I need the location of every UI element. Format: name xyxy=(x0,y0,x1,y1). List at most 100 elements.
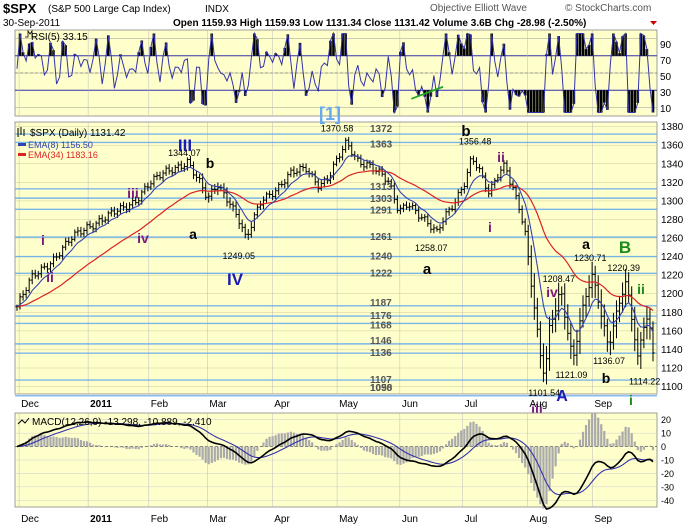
macd-histogram-bar xyxy=(88,442,92,447)
macd-histogram-bar xyxy=(95,445,98,447)
macd-histogram-bar xyxy=(481,430,484,447)
macd-histogram-bar xyxy=(213,446,216,462)
wave-label-a: a xyxy=(189,226,197,242)
macd-histogram-bar xyxy=(320,446,323,451)
macd-histogram-bar xyxy=(283,433,286,447)
macd-histogram-bar xyxy=(521,446,524,464)
quote-line: Open 1159.93 High 1159.93 Low 1131.34 Cl… xyxy=(173,18,586,29)
pivot-label-1187: 1187 xyxy=(370,298,392,309)
macd-histogram-bar xyxy=(384,446,387,458)
macd-histogram-bar xyxy=(408,446,411,461)
price-tick-1280: 1280 xyxy=(661,215,684,226)
wave-label-iii: iii xyxy=(127,185,139,201)
macd-histogram-bar xyxy=(496,445,499,447)
price-label-1136.07: 1136.07 xyxy=(593,356,625,366)
macd-histogram-bar xyxy=(444,444,448,447)
macd-histogram-bar xyxy=(524,446,527,468)
price-tick-1380: 1380 xyxy=(661,122,684,133)
down-arrow-icon xyxy=(650,21,657,25)
x-tick-bottom-Jul: Jul xyxy=(465,514,478,525)
macd-histogram-bar xyxy=(222,446,226,458)
macd-histogram-bar xyxy=(536,446,539,498)
rsi-divergence-line xyxy=(411,85,444,100)
macd-histogram-bar xyxy=(228,446,232,460)
pivot-label-1363: 1363 xyxy=(370,139,393,150)
macd-histogram-bar xyxy=(563,441,566,447)
exchange-label: INDX xyxy=(205,4,229,15)
macd-histogram-bar xyxy=(140,446,143,448)
macd-histogram-bar xyxy=(457,432,460,447)
macd-histogram-bar xyxy=(43,434,46,447)
macd-histogram-bar xyxy=(58,437,61,447)
price-annotations: 1344.07 1249.05 1370.58 1258.07 1356.48 1101.… xyxy=(168,123,660,398)
wave-label-ii: ii xyxy=(46,269,54,285)
macd-histogram-bar xyxy=(91,444,95,447)
macd-histogram-bar xyxy=(119,446,122,448)
macd-histogram-bar xyxy=(557,446,560,454)
macd-histogram-bar xyxy=(478,426,481,447)
macd-histogram-bar xyxy=(34,435,37,447)
macd-histogram-bar xyxy=(603,430,606,447)
macd-histogram-bar xyxy=(210,446,213,464)
x-tick-top-May: May xyxy=(339,399,358,410)
macd-histogram-bar xyxy=(554,446,557,467)
rsi-axis: 90 70 50 30 10 xyxy=(660,40,672,115)
x-tick-bottom-May: May xyxy=(339,514,358,525)
macd-histogram-bar xyxy=(448,440,451,447)
x-tick-top-Jul: Jul xyxy=(465,399,478,410)
macd-histogram-bar xyxy=(432,446,435,454)
macd-histogram-bar xyxy=(76,438,79,447)
rsi-tick-10: 10 xyxy=(660,104,672,115)
macd-histogram-bar xyxy=(371,446,375,455)
macd-histogram-bar xyxy=(134,446,137,450)
macd-histogram-bar xyxy=(289,431,292,447)
wave-label-i: i xyxy=(629,392,633,408)
macd-histogram-bar xyxy=(335,444,338,447)
macd-histogram-bar xyxy=(612,443,615,447)
macd-histogram-bar xyxy=(587,419,591,447)
macd-histogram-bar xyxy=(466,425,469,447)
macd-label: MACD(12,26,9) -13.298, -10.889, -2.410 xyxy=(32,417,212,428)
macd-histogram-bar xyxy=(435,446,439,453)
macd-histogram-bar xyxy=(28,438,31,447)
price-tick-1180: 1180 xyxy=(661,308,683,319)
macd-histogram-bar xyxy=(308,440,311,447)
macd-histogram-bar xyxy=(390,446,393,459)
rsi-tick-70: 70 xyxy=(660,56,672,67)
macd-histogram-bar xyxy=(533,446,536,491)
macd-histogram-bar xyxy=(548,446,551,492)
price-tick-1120: 1120 xyxy=(661,364,683,375)
macd-histogram-bar xyxy=(168,445,171,447)
macd-histogram-bar xyxy=(326,446,329,451)
pivot-label-1058: 1058 xyxy=(370,383,393,394)
x-tick-bottom-Apr: Apr xyxy=(274,514,290,525)
macd-histogram-bar xyxy=(64,436,67,447)
price-tick-1200: 1200 xyxy=(661,289,684,300)
macd-histogram-bar xyxy=(219,446,222,459)
wave-label-b: b xyxy=(461,123,470,140)
macd-histogram-bar xyxy=(594,413,597,447)
pivot-label-1303: 1303 xyxy=(370,194,393,205)
macd-histogram-bar xyxy=(648,445,652,447)
x-tick-bottom-2011: 2011 xyxy=(90,514,112,525)
macd-histogram-bar xyxy=(402,446,405,464)
macd-histogram-bar xyxy=(393,446,396,462)
macd-tool-icon xyxy=(17,417,30,425)
macd-histogram-bar xyxy=(262,442,265,447)
macd-histogram-bar xyxy=(149,445,152,447)
x-tick-top-Apr: Apr xyxy=(274,399,290,410)
rsi-line xyxy=(16,31,654,115)
macd-histogram-bar xyxy=(378,446,381,455)
macd-histogram-bar xyxy=(40,434,43,447)
price-label-1121.09: 1121.09 xyxy=(555,370,587,380)
macd-histogram-bar xyxy=(365,446,369,452)
macd-histogram-bar xyxy=(216,446,219,460)
x-tick-top-Mar: Mar xyxy=(209,399,227,410)
macd-histogram-bar xyxy=(180,446,183,449)
macd-histogram-bar xyxy=(630,433,633,447)
macd-histogram-bar xyxy=(253,446,256,457)
wave-label-a: a xyxy=(423,261,432,278)
ema34-legend: EMA(34) 1183.16 xyxy=(28,150,98,160)
macd-histogram-bar xyxy=(551,446,554,479)
macd-histogram-bar xyxy=(463,428,466,447)
